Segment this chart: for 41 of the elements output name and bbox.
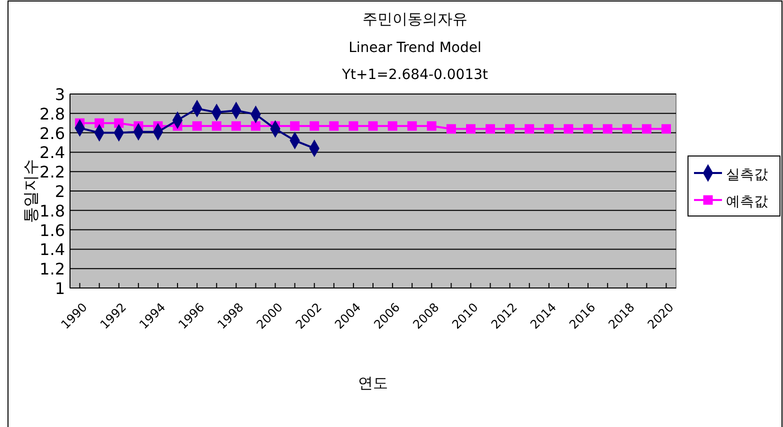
chart-title: 주민이동의자유: [362, 10, 468, 28]
point: [466, 124, 476, 134]
y-tick-label: 1.4: [40, 240, 65, 260]
y-tick-label: 2.4: [40, 143, 65, 162]
point: [310, 121, 320, 131]
point: [388, 121, 398, 131]
y-tick-label: 2.8: [40, 104, 65, 124]
legend-label: 예측값: [726, 194, 768, 210]
point: [290, 121, 300, 131]
y-tick-label: 2: [54, 182, 65, 201]
point: [642, 124, 652, 134]
chart-subtitle: Linear Trend Model Yt+1=2.684-0.0013t: [340, 40, 489, 83]
point: [368, 121, 378, 131]
y-tick-label: 1.2: [40, 260, 65, 279]
y-tick-label: 2.6: [40, 124, 65, 143]
y-tick-label: 1.6: [40, 220, 65, 240]
y-tick-label: 2.2: [40, 162, 65, 182]
point: [583, 124, 593, 134]
point: [505, 124, 515, 134]
point: [212, 121, 222, 131]
y-axis-title: 통일지수: [21, 159, 40, 223]
point: [192, 121, 202, 131]
y-tick-label: 3: [54, 85, 65, 104]
point: [544, 124, 554, 134]
point: [426, 121, 436, 131]
point: [446, 124, 456, 134]
x-axis-title: 연도: [358, 374, 388, 392]
point: [348, 121, 358, 131]
point: [524, 124, 534, 134]
legend-label: 실측값: [726, 167, 768, 183]
point: [231, 121, 241, 131]
point: [661, 124, 671, 134]
y-tick-label: 1: [54, 279, 65, 298]
point: [622, 124, 632, 134]
y-tick-label: 1.8: [40, 201, 65, 220]
point: [602, 124, 612, 134]
point: [407, 121, 417, 131]
point: [486, 124, 496, 134]
point: [564, 124, 574, 134]
point: [250, 121, 260, 131]
point: [329, 121, 339, 131]
